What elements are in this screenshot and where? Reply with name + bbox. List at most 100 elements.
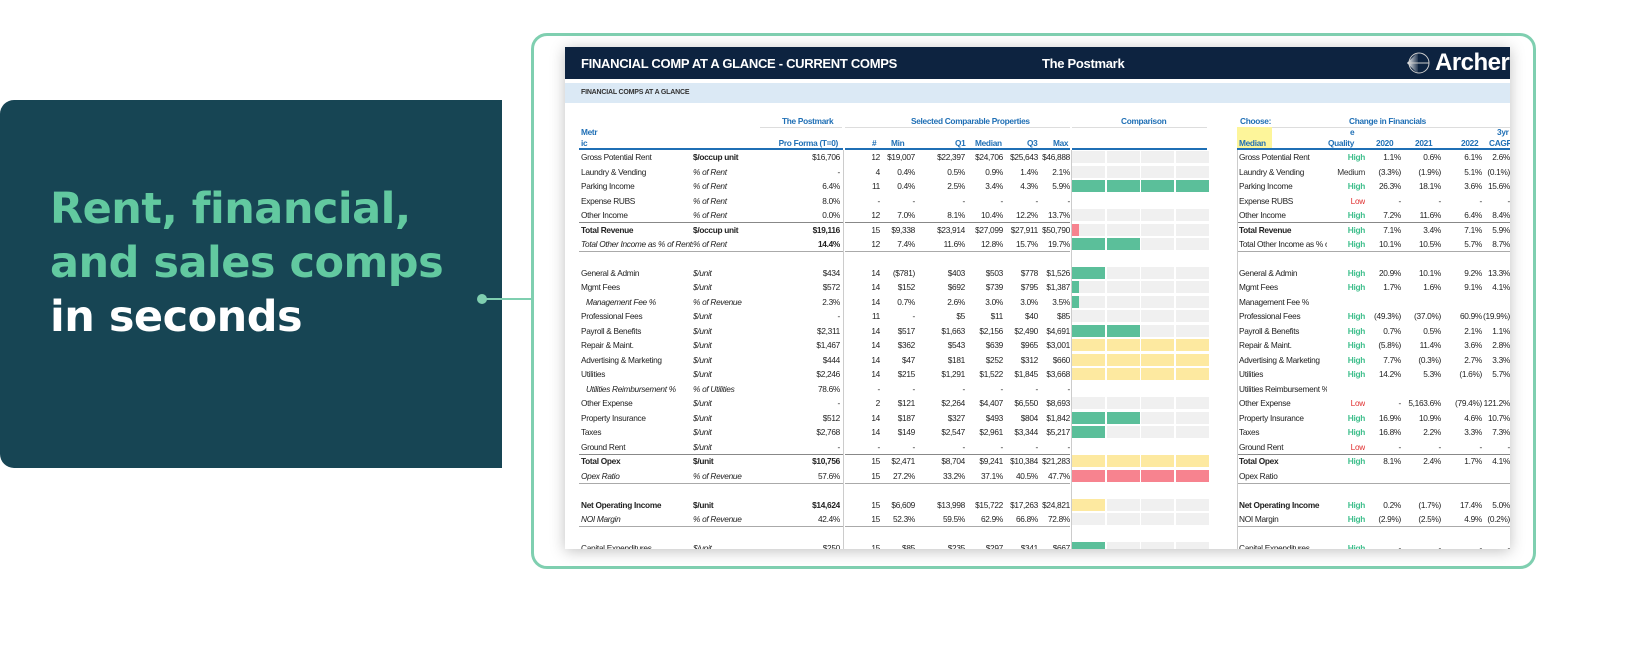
comp-count: 4 xyxy=(875,166,880,177)
comparison-bar-segment xyxy=(1072,238,1105,250)
comparison-bar-segment xyxy=(1106,353,1140,366)
header-q3: Q3 xyxy=(1027,138,1038,148)
min-value: - xyxy=(912,441,915,452)
metric-label: Taxes xyxy=(581,427,602,438)
change-2022: 3.6% xyxy=(1464,340,1482,351)
table-row: Total Opex $/unit $10,756 15 $2,471 $8,704 $9,… xyxy=(579,454,1209,469)
comparison-bar-segment xyxy=(1141,180,1174,192)
change-2022: 2.1% xyxy=(1464,325,1482,336)
metric-label: Professional Fees xyxy=(581,311,643,322)
change-row: Expense RUBS Low - - - - xyxy=(1237,194,1510,209)
sheet-title: FINANCIAL COMP AT A GLANCE - CURRENT COM… xyxy=(581,56,898,71)
proforma-value: 78.6% xyxy=(817,383,840,394)
comparison-bar-fill xyxy=(1072,281,1079,294)
min-value: $47 xyxy=(902,354,915,365)
sheet-header: FINANCIAL COMP AT A GLANCE - CURRENT COM… xyxy=(565,47,1510,79)
cagr-value: 121.2% xyxy=(1483,398,1510,409)
cagr-value: 1.1% xyxy=(1492,325,1510,336)
proforma-value: $1,467 xyxy=(816,340,840,351)
comp-count: 14 xyxy=(871,296,880,307)
median-value: 0.9% xyxy=(985,166,1003,177)
q3-value: 12.2% xyxy=(1015,210,1038,220)
comp-count: 15 xyxy=(871,224,880,235)
q3-value: 3.0% xyxy=(1020,296,1038,307)
comparison-bar-segment xyxy=(1106,310,1140,323)
cagr-value: 13.3% xyxy=(1487,267,1510,278)
comparison-bar-segment xyxy=(1175,368,1209,381)
table-row: Other Income % of Rent 0.0% 12 7.0% 8.1% 10.4%… xyxy=(579,208,1209,223)
proforma-value: $572 xyxy=(822,282,840,293)
comps-table: The Postmark Selected Comparable Propert… xyxy=(579,113,1209,549)
q3-value: 40.5% xyxy=(1015,470,1038,481)
max-value: 3.5% xyxy=(1052,296,1070,307)
proforma-value: - xyxy=(837,166,840,177)
table-row: Total Revenue $/occup unit $19,116 15 $9,338… xyxy=(579,223,1209,238)
comp-count: 12 xyxy=(871,210,880,220)
change-metric-label: NOI Margin xyxy=(1239,514,1279,524)
cagr-value: 2.6% xyxy=(1492,152,1510,162)
metric-unit: % of Rent xyxy=(693,210,727,220)
row-divider xyxy=(845,251,1070,252)
comparison-bar-fill xyxy=(1072,469,1105,482)
q1-value: $22,397 xyxy=(937,152,965,162)
table-row: Other Expense $/unit - 2 $121 $2,264 $4,407 $6,… xyxy=(579,396,1209,411)
row-divider xyxy=(1237,526,1510,527)
comparison-bar-segment xyxy=(1072,223,1105,236)
median-selector[interactable]: Median xyxy=(1237,127,1272,148)
median-value: $2,156 xyxy=(979,325,1003,336)
comparison-bar-fill xyxy=(1175,455,1209,468)
median-value: $24,706 xyxy=(975,152,1003,162)
q3-value: $1,845 xyxy=(1014,369,1038,380)
comparison-bar-segment xyxy=(1106,295,1140,308)
q1-value: 0.5% xyxy=(947,166,965,177)
change-2020: 8.1% xyxy=(1383,456,1401,467)
change-2022: 7.1% xyxy=(1464,224,1482,235)
max-value: - xyxy=(1067,195,1070,206)
proforma-value: 6.4% xyxy=(822,181,840,191)
change-2021: 5.3% xyxy=(1423,369,1441,380)
data-quality: High xyxy=(1347,369,1365,380)
change-2021: 18.1% xyxy=(1418,181,1441,191)
comparison-bar-fill xyxy=(1106,238,1140,250)
promo-headline: Rent, financial, and sales comps in seco… xyxy=(50,182,444,344)
proforma-value: 14.4% xyxy=(817,239,840,249)
data-quality: High xyxy=(1347,181,1365,191)
change-2020: 20.9% xyxy=(1378,267,1401,278)
proforma-value: - xyxy=(837,311,840,322)
change-metric-label: Laundry & Vending xyxy=(1239,166,1305,177)
max-value: - xyxy=(1067,383,1070,394)
change-2021: (37.0%) xyxy=(1414,311,1441,322)
header-2020: 2020 xyxy=(1376,138,1394,148)
comparison-bar-segment xyxy=(1106,469,1140,482)
row-divider xyxy=(579,251,843,252)
cagr-value: 10.7% xyxy=(1487,412,1510,423)
comparison-bar-segment xyxy=(1175,541,1209,549)
header-2022: 2022 xyxy=(1461,138,1479,148)
change-2020: 16.9% xyxy=(1378,412,1401,423)
cagr-value: 5.9% xyxy=(1492,224,1510,235)
change-2020: 1.7% xyxy=(1383,282,1401,293)
change-row: Gross Potential Rent High 1.1% 0.6% 6.1% 2.6% xyxy=(1237,150,1510,165)
max-value: $4,691 xyxy=(1046,325,1070,336)
proforma-value: 42.4% xyxy=(817,514,840,524)
comp-count: 14 xyxy=(871,412,880,423)
min-value: $85 xyxy=(902,542,915,549)
data-quality: High xyxy=(1347,311,1365,322)
change-2022: - xyxy=(1479,542,1482,549)
comparison-bar-fill xyxy=(1072,368,1105,381)
q1-value: 33.2% xyxy=(942,470,965,481)
metric-unit: $/unit xyxy=(693,325,712,336)
proforma-value: $434 xyxy=(822,267,840,278)
cagr-value: - xyxy=(1507,195,1510,206)
header-q1: Q1 xyxy=(955,138,966,148)
change-2022: 1.7% xyxy=(1464,456,1482,467)
metric-unit: % of Revenue xyxy=(693,470,742,481)
q1-value: $692 xyxy=(947,282,965,293)
metric-unit: $/unit xyxy=(693,398,712,409)
median-value: 12.8% xyxy=(980,239,1003,249)
comparison-bar-fill xyxy=(1072,426,1105,439)
change-2021: 0.6% xyxy=(1423,152,1441,162)
comparison-bar-segment xyxy=(1141,165,1174,178)
metric-label: General & Admin xyxy=(581,267,640,278)
comparison-bar-segment xyxy=(1141,209,1174,221)
